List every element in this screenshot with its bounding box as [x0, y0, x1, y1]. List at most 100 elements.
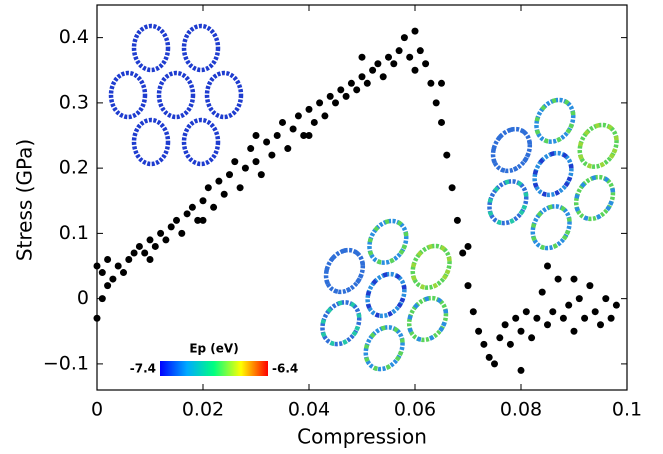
ring: [530, 204, 572, 251]
point: [544, 262, 551, 270]
x-axis-label: Compression: [297, 425, 427, 449]
colorbar-min: -7.4: [130, 362, 156, 376]
point: [464, 242, 472, 250]
point: [411, 66, 419, 74]
point: [199, 197, 207, 205]
point: [358, 73, 366, 81]
point: [199, 216, 207, 224]
ring: [156, 70, 196, 120]
colorbar-title: Ep (eV): [189, 342, 238, 356]
y-tick-label: 0.2: [59, 157, 89, 179]
point: [459, 249, 467, 257]
inset-cluster: [108, 23, 244, 167]
point: [215, 177, 223, 185]
x-tick-label: 0: [91, 399, 103, 421]
colorbar: [160, 361, 268, 376]
point: [326, 92, 334, 100]
point: [188, 203, 196, 211]
point: [549, 308, 557, 316]
point: [316, 99, 324, 107]
point: [597, 321, 604, 329]
plot-frame: [96, 4, 628, 391]
point: [294, 112, 302, 120]
point: [135, 242, 143, 250]
point: [173, 216, 180, 224]
point: [416, 47, 424, 55]
point: [194, 216, 202, 224]
point: [305, 132, 313, 140]
point: [252, 132, 260, 140]
point: [226, 171, 233, 179]
point: [300, 132, 308, 140]
x-tick-label: 0.06: [394, 399, 436, 421]
point: [273, 132, 281, 140]
point: [575, 295, 583, 303]
point: [448, 184, 456, 192]
point: [321, 112, 329, 120]
point: [162, 236, 170, 244]
point: [501, 321, 509, 329]
point: [438, 118, 445, 126]
point: [98, 269, 106, 277]
ring: [532, 150, 574, 198]
ring: [573, 174, 616, 222]
point: [109, 275, 117, 283]
point: [342, 92, 350, 100]
point: [236, 184, 244, 192]
point: [157, 229, 165, 237]
point: [512, 314, 520, 322]
point: [146, 255, 154, 263]
point: [210, 203, 218, 211]
ring: [577, 122, 619, 169]
point: [231, 158, 239, 166]
point: [284, 145, 292, 153]
point: [151, 242, 159, 250]
point: [480, 340, 488, 348]
point: [570, 275, 578, 283]
point: [363, 79, 371, 87]
point: [554, 275, 562, 283]
point: [178, 229, 186, 237]
point: [565, 301, 573, 309]
point: [586, 282, 594, 290]
point: [400, 34, 408, 42]
point: [443, 151, 451, 159]
point: [104, 282, 112, 290]
point: [506, 340, 514, 348]
ring: [131, 23, 171, 73]
point: [141, 249, 149, 257]
x-tick-label: 0.02: [182, 399, 224, 421]
point: [257, 171, 265, 179]
point: [496, 334, 504, 342]
point: [533, 314, 541, 322]
x-tick-label: 0.04: [288, 399, 330, 421]
point: [125, 255, 133, 263]
point: [395, 47, 403, 55]
point: [385, 53, 392, 61]
point: [432, 99, 440, 107]
ring: [108, 70, 148, 120]
point: [602, 295, 610, 303]
point: [104, 255, 112, 263]
point: [241, 164, 249, 172]
y-tick-label: 0.1: [59, 222, 89, 244]
point: [522, 308, 530, 316]
point: [475, 327, 483, 335]
x-tick-label: 0.08: [500, 399, 542, 421]
point: [427, 79, 435, 87]
colorbar-max: -6.4: [272, 362, 298, 376]
point: [538, 288, 546, 296]
point: [167, 223, 175, 231]
point: [517, 366, 525, 374]
point: [279, 118, 286, 126]
point: [422, 60, 430, 68]
y-tick-label: 0.3: [59, 91, 89, 113]
point: [204, 184, 212, 192]
point: [247, 145, 255, 153]
point: [337, 86, 345, 94]
point: [464, 282, 472, 290]
insets: [108, 23, 619, 372]
point: [390, 60, 398, 68]
point: [332, 99, 339, 107]
point: [607, 314, 615, 322]
